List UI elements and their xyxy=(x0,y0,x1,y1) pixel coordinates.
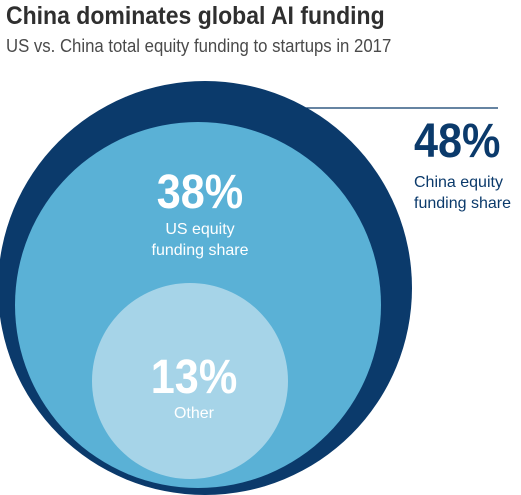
us-share-label-line1: US equity xyxy=(165,221,234,238)
other-share-value: 13% xyxy=(151,350,237,404)
other-share-circle xyxy=(92,283,288,479)
china-share-value: 48% xyxy=(414,114,500,168)
china-share-label-line2: funding share xyxy=(414,195,511,212)
chart-title: China dominates global AI funding xyxy=(6,2,385,30)
other-share-label: Other xyxy=(174,405,215,422)
chart-subtitle: US vs. China total equity funding to sta… xyxy=(6,36,392,56)
us-share-label-line2: funding share xyxy=(152,242,249,259)
china-share-label-line1: China equity xyxy=(414,174,503,191)
us-share-value: 38% xyxy=(157,165,243,219)
